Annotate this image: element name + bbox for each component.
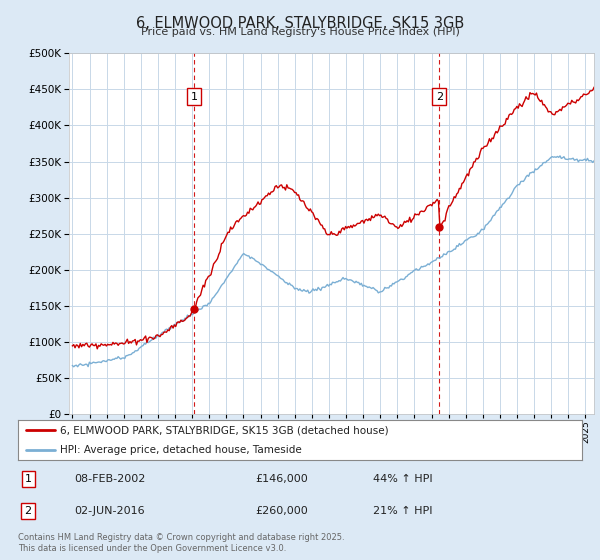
Text: HPI: Average price, detached house, Tameside: HPI: Average price, detached house, Tame…	[60, 445, 302, 455]
Text: 2: 2	[436, 91, 443, 101]
Text: 2: 2	[25, 506, 32, 516]
Text: 1: 1	[190, 91, 197, 101]
Text: £260,000: £260,000	[255, 506, 308, 516]
Text: £146,000: £146,000	[255, 474, 308, 484]
Text: 02-JUN-2016: 02-JUN-2016	[74, 506, 145, 516]
Text: 6, ELMWOOD PARK, STALYBRIDGE, SK15 3GB: 6, ELMWOOD PARK, STALYBRIDGE, SK15 3GB	[136, 16, 464, 31]
Text: 21% ↑ HPI: 21% ↑ HPI	[373, 506, 433, 516]
Text: 1: 1	[25, 474, 32, 484]
Text: 6, ELMWOOD PARK, STALYBRIDGE, SK15 3GB (detached house): 6, ELMWOOD PARK, STALYBRIDGE, SK15 3GB (…	[60, 425, 389, 435]
Text: Price paid vs. HM Land Registry's House Price Index (HPI): Price paid vs. HM Land Registry's House …	[140, 27, 460, 37]
Text: Contains HM Land Registry data © Crown copyright and database right 2025.
This d: Contains HM Land Registry data © Crown c…	[18, 533, 344, 553]
Text: 44% ↑ HPI: 44% ↑ HPI	[373, 474, 433, 484]
Text: 08-FEB-2002: 08-FEB-2002	[74, 474, 146, 484]
